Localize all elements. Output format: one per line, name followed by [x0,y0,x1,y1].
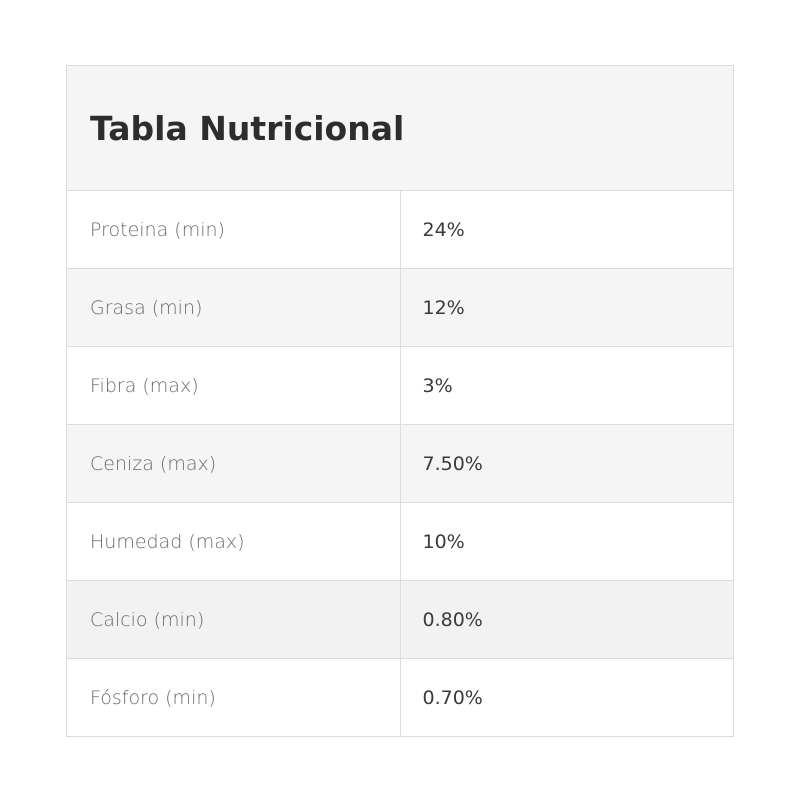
nutrient-label: Humedad (max) [66,502,401,581]
nutrient-label: Proteina (min) [66,190,401,269]
table-row: Fibra (max) 3% [66,346,734,425]
nutrient-value: 10% [399,502,734,581]
nutrient-label: Grasa (min) [66,268,401,347]
nutrient-label: Calcio (min) [66,580,401,659]
table-row: Calcio (min) 0.80% [66,580,734,659]
nutrient-value: 12% [399,268,734,347]
table-header-row: Tabla Nutricional [66,65,734,191]
nutrient-value: 7.50% [399,424,734,503]
nutrition-table: Tabla Nutricional Proteina (min) 24% Gra… [66,65,734,737]
nutrient-value: 0.70% [399,658,734,737]
nutrient-value: 0.80% [399,580,734,659]
table-row: Ceniza (max) 7.50% [66,424,734,503]
table-row: Grasa (min) 12% [66,268,734,347]
nutrient-label: Ceniza (max) [66,424,401,503]
table-row: Fósforo (min) 0.70% [66,658,734,737]
nutrient-label: Fósforo (min) [66,658,401,737]
nutrient-value: 3% [399,346,734,425]
table-title: Tabla Nutricional [66,65,734,191]
nutrient-label: Fibra (max) [66,346,401,425]
table-row: Humedad (max) 10% [66,502,734,581]
table-row: Proteina (min) 24% [66,190,734,269]
nutrient-value: 24% [399,190,734,269]
